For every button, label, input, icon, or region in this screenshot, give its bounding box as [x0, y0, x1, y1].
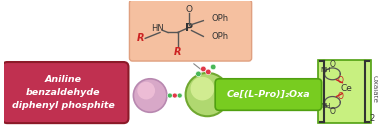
Circle shape — [167, 93, 172, 98]
Text: O: O — [185, 5, 192, 14]
Text: OPh: OPh — [211, 32, 228, 41]
Text: OPh: OPh — [211, 14, 228, 23]
Text: HN: HN — [151, 24, 163, 33]
Text: O: O — [330, 107, 335, 116]
FancyBboxPatch shape — [129, 0, 252, 61]
Text: Aniline: Aniline — [45, 75, 82, 84]
Text: O: O — [338, 92, 343, 101]
Circle shape — [206, 69, 211, 75]
Circle shape — [177, 93, 182, 98]
Text: NH: NH — [320, 67, 331, 73]
Text: Ce[(L-Pro)]₂Oxa: Ce[(L-Pro)]₂Oxa — [226, 90, 310, 99]
Circle shape — [137, 82, 155, 99]
Text: P: P — [184, 23, 193, 33]
Circle shape — [201, 66, 206, 72]
Text: Oxalate: Oxalate — [372, 75, 378, 103]
Circle shape — [211, 64, 216, 70]
FancyBboxPatch shape — [2, 62, 129, 123]
FancyBboxPatch shape — [215, 79, 322, 110]
Text: benzaldehyde: benzaldehyde — [26, 88, 101, 97]
Circle shape — [133, 79, 167, 112]
Text: R: R — [174, 47, 181, 57]
Text: O: O — [330, 61, 335, 70]
Text: diphenyl phosphite: diphenyl phosphite — [12, 101, 115, 110]
Circle shape — [196, 71, 201, 77]
Text: Ce: Ce — [340, 84, 352, 93]
Circle shape — [186, 73, 229, 116]
Circle shape — [172, 93, 177, 98]
Text: 2: 2 — [369, 114, 374, 123]
Circle shape — [191, 77, 214, 100]
Text: NH: NH — [320, 103, 331, 109]
Text: O: O — [338, 76, 343, 85]
Text: R: R — [136, 33, 144, 43]
FancyBboxPatch shape — [318, 60, 371, 123]
